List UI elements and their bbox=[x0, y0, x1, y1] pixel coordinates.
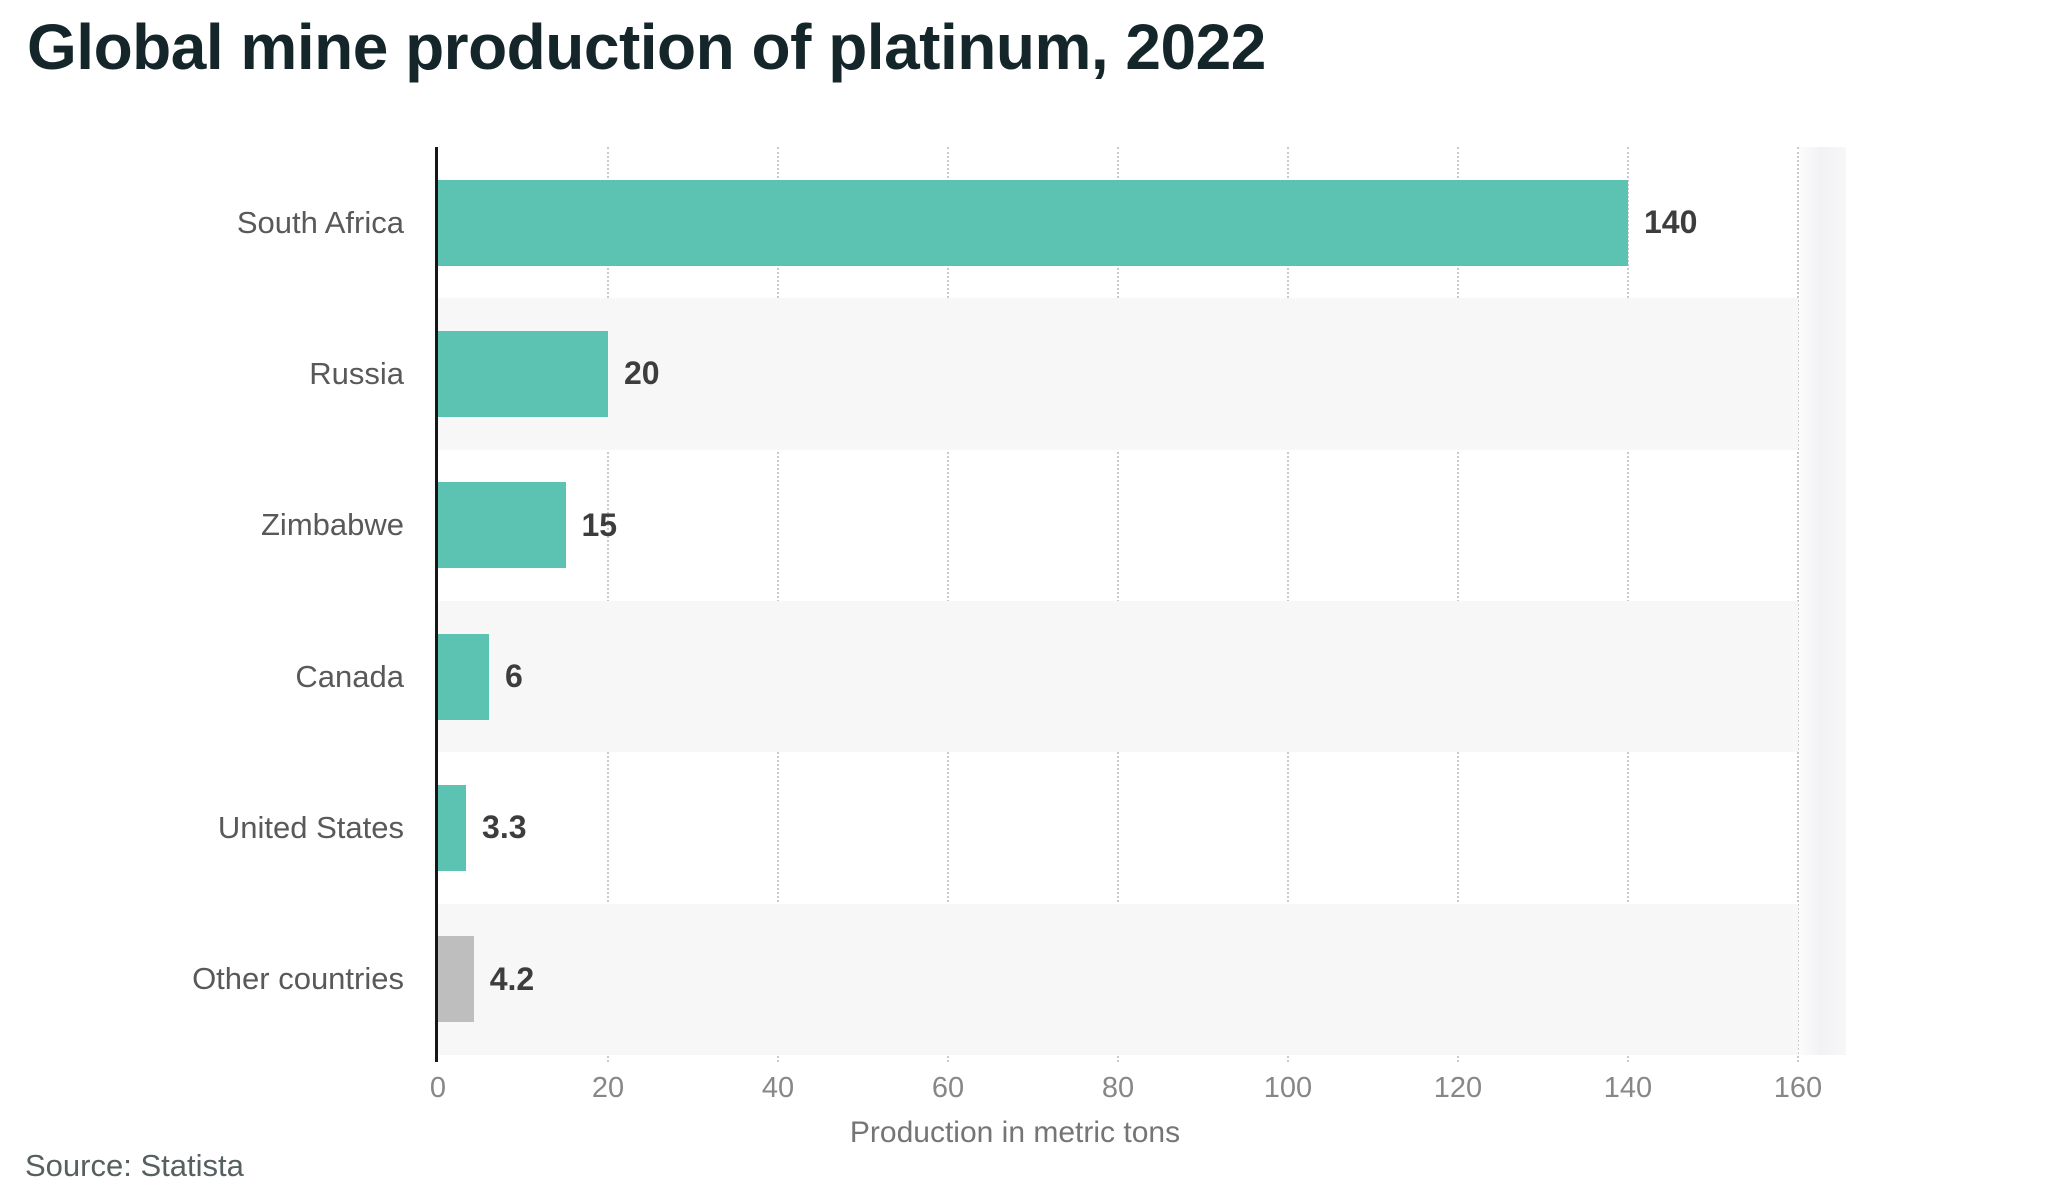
x-tick-label: 160 bbox=[1773, 1072, 1823, 1104]
bar-row: Canada 6 bbox=[0, 600, 1798, 753]
bar-track: 4.2 bbox=[438, 903, 1798, 1055]
bar-row: Russia 20 bbox=[0, 298, 1798, 450]
value-label: 3.3 bbox=[482, 809, 527, 846]
category-label: Russia bbox=[309, 355, 404, 391]
bar-row: Other countries 4.2 bbox=[0, 903, 1798, 1055]
value-label: 6 bbox=[505, 658, 523, 695]
source-text: Source: Statista bbox=[25, 1148, 244, 1183]
y-axis-line bbox=[435, 147, 438, 1062]
bar bbox=[438, 633, 489, 720]
bar-track: 6 bbox=[438, 600, 1798, 753]
bar-row: South Africa 140 bbox=[0, 147, 1798, 298]
bar bbox=[438, 936, 474, 1023]
category-label: United States bbox=[217, 809, 404, 845]
category-label: Other countries bbox=[192, 961, 404, 997]
bar-track: 140 bbox=[438, 147, 1798, 298]
value-label: 4.2 bbox=[489, 960, 535, 997]
x-tick-label: 80 bbox=[1101, 1072, 1135, 1104]
x-tick-label: 140 bbox=[1603, 1072, 1653, 1104]
bar-track: 15 bbox=[438, 450, 1798, 601]
bar-row: United States 3.3 bbox=[0, 752, 1798, 903]
bar bbox=[438, 179, 1628, 266]
category-label: Zimbabwe bbox=[261, 507, 404, 543]
x-tick-label: 20 bbox=[591, 1072, 625, 1104]
bar bbox=[438, 482, 566, 569]
x-axis-label: Production in metric tons bbox=[849, 1116, 1181, 1149]
bar-track: 20 bbox=[438, 298, 1798, 450]
x-tick-label: 120 bbox=[1433, 1072, 1483, 1104]
value-label: 20 bbox=[624, 355, 660, 392]
x-tick-label: 40 bbox=[761, 1072, 795, 1104]
bar-track: 3.3 bbox=[438, 752, 1798, 903]
bar-row: Zimbabwe 15 bbox=[0, 450, 1798, 601]
bar bbox=[438, 784, 467, 871]
bar-rows: South Africa 140 Russia 20 Zimbabwe 15 Canada 6… bbox=[0, 147, 1798, 1055]
chart-title: Global mine production of platinum, 2022 bbox=[27, 11, 1266, 83]
x-tick-label: 60 bbox=[931, 1072, 965, 1104]
value-label: 140 bbox=[1644, 204, 1698, 241]
x-tick-label: 0 bbox=[429, 1072, 447, 1104]
category-label: Canada bbox=[295, 658, 404, 694]
bar bbox=[438, 330, 608, 417]
category-label: South Africa bbox=[236, 204, 404, 240]
x-axis-ticks: 0 20 40 60 80 100 120 140 160 bbox=[430, 1072, 1822, 1112]
value-label: 15 bbox=[581, 506, 618, 543]
plot-edge-shadow bbox=[1799, 147, 1846, 1055]
x-tick-label: 100 bbox=[1263, 1072, 1313, 1104]
